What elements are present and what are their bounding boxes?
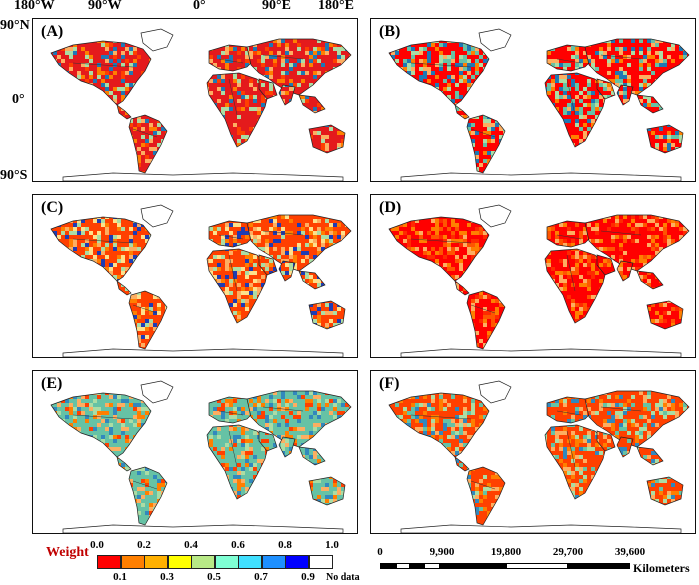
legend-tick-0-4: 0.4 — [184, 539, 198, 551]
legend-tick-0-6: 0.6 — [231, 539, 245, 551]
panel-label-d: (D) — [379, 199, 401, 217]
scale-label-19800: 19,800 — [491, 546, 521, 558]
world-map-a — [33, 19, 358, 182]
scale-label-9900: 9,900 — [430, 546, 455, 558]
legend-tick-0-3: 0.3 — [160, 571, 174, 583]
scale-bar-segment — [410, 563, 424, 569]
legend-swatch-6 — [238, 555, 262, 569]
scale-bar-segment — [424, 563, 440, 569]
panel-label-f: (F) — [379, 375, 399, 393]
panel-label-b: (B) — [379, 23, 400, 41]
legend-tick-0-9: 0.9 — [301, 571, 315, 583]
scale-unit-label: Kilometers — [633, 561, 690, 576]
legend-swatch-8 — [285, 555, 309, 569]
legend-swatch-1 — [121, 555, 145, 569]
lon-label-90e: 90°E — [262, 0, 291, 14]
legend-swatch-3 — [168, 555, 192, 569]
world-map-d — [371, 195, 696, 358]
legend-swatch-2 — [144, 555, 168, 569]
lon-label-180w: 180°W — [14, 0, 55, 14]
map-panel-f: (F) — [370, 370, 696, 534]
panel-label-c: (C) — [41, 199, 63, 217]
lat-label-90n: 90°N — [0, 18, 30, 34]
map-panel-b: (B) — [370, 18, 696, 182]
legend-swatch-0 — [97, 555, 121, 569]
scale-label-0: 0 — [377, 546, 383, 558]
scale-bar-segment — [396, 563, 410, 569]
world-map-b — [371, 19, 696, 182]
legend-tick-0-0: 0.0 — [90, 539, 104, 551]
legend-title: Weight — [46, 545, 89, 561]
map-panel-a: (A) — [32, 18, 358, 182]
scale-bar-segment — [568, 563, 630, 569]
scale-bar-segment — [440, 563, 506, 569]
legend-tick-0-8: 0.8 — [278, 539, 292, 551]
legend-no-data-label: No data — [326, 572, 360, 583]
legend-tick-0-2: 0.2 — [137, 539, 151, 551]
legend-swatch-no-data — [309, 555, 333, 569]
legend-swatch-5 — [215, 555, 239, 569]
map-panel-c: (C) — [32, 194, 358, 358]
panel-label-a: (A) — [41, 23, 63, 41]
lat-label-0: 0° — [12, 92, 25, 108]
scale-label-29700: 29,700 — [553, 546, 583, 558]
lon-label-180e: 180°E — [318, 0, 354, 14]
scale-label-39600: 39,600 — [615, 546, 645, 558]
lon-label-0: 0° — [193, 0, 206, 14]
world-map-f — [371, 371, 696, 534]
panel-label-e: (E) — [41, 375, 62, 393]
lon-label-90w: 90°W — [88, 0, 122, 14]
legend-tick-0-5: 0.5 — [207, 571, 221, 583]
legend-tick-0-7: 0.7 — [254, 571, 268, 583]
map-panel-e: (E) — [32, 370, 358, 534]
legend-tick-0-1: 0.1 — [113, 571, 127, 583]
map-panel-d: (D) — [370, 194, 696, 358]
legend-tick-1-0: 1.0 — [325, 539, 339, 551]
legend-swatch-7 — [262, 555, 286, 569]
world-map-c — [33, 195, 358, 358]
world-map-e — [33, 371, 358, 534]
lat-label-90s: 90°S — [0, 168, 27, 184]
legend-swatch-4 — [191, 555, 215, 569]
scale-bar-segment — [506, 563, 568, 569]
scale-bar-segment — [380, 563, 396, 569]
